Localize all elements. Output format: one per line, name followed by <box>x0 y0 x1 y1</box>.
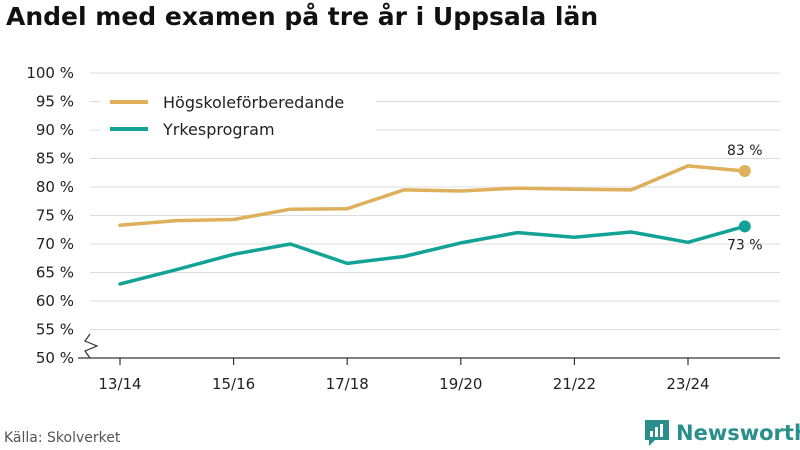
y-tick-label: 100 % <box>26 64 74 82</box>
x-tick-label: 17/18 <box>326 375 369 393</box>
y-axis-ticks: 100 % 95 % 90 % 85 % 80 % 75 % 70 % 65 % 60 % 55 … <box>26 64 74 367</box>
source-note: Källa: Skolverket <box>4 430 121 446</box>
y-tick-label: 90 % <box>36 121 74 139</box>
x-tick-label: 19/20 <box>439 375 482 393</box>
x-axis-ticks: 13/14 15/16 17/18 19/20 21/22 23/24 <box>98 358 710 393</box>
y-tick-label: 50 % <box>36 349 74 367</box>
end-marker-yrkesprogram <box>738 220 751 233</box>
series-line-yrkesprogram <box>118 224 747 286</box>
legend: Högskoleförberedande Yrkesprogram <box>100 86 376 148</box>
legend-background <box>100 86 376 148</box>
series-layer: 83 % 73 % <box>118 143 763 286</box>
y-tick-label: 55 % <box>36 321 74 339</box>
y-tick-label: 65 % <box>36 264 74 282</box>
brand-name: Newsworthy <box>676 421 800 445</box>
series-line-hogskoleforberedande <box>118 164 747 227</box>
end-label-hogskoleforberedande: 83 % <box>727 143 763 159</box>
chart-title: Andel med examen på tre år i Uppsala län <box>6 2 599 31</box>
y-tick-label: 75 % <box>36 207 74 225</box>
y-tick-label: 60 % <box>36 292 74 310</box>
y-tick-label: 95 % <box>36 93 74 111</box>
x-tick-label: 13/14 <box>98 375 141 393</box>
y-tick-label: 85 % <box>36 150 74 168</box>
axis-break-icon <box>84 333 99 359</box>
end-marker-hogskoleforberedande <box>738 165 751 178</box>
legend-label-hogskoleforberedande: Högskoleförberedande <box>163 93 344 112</box>
y-tick-label: 70 % <box>36 235 74 253</box>
newsworthy-logo-icon <box>645 420 669 446</box>
brand-logo: Newsworthy <box>644 419 800 447</box>
y-tick-label: 80 % <box>36 178 74 196</box>
x-tick-label: 15/16 <box>212 375 255 393</box>
x-tick-label: 21/22 <box>553 375 596 393</box>
line-chart: 100 % 95 % 90 % 85 % 80 % 75 % 70 % 65 % 60 % 55 … <box>26 64 780 393</box>
end-label-yrkesprogram: 73 % <box>727 237 763 253</box>
legend-label-yrkesprogram: Yrkesprogram <box>162 120 275 139</box>
x-tick-label: 23/24 <box>666 375 709 393</box>
